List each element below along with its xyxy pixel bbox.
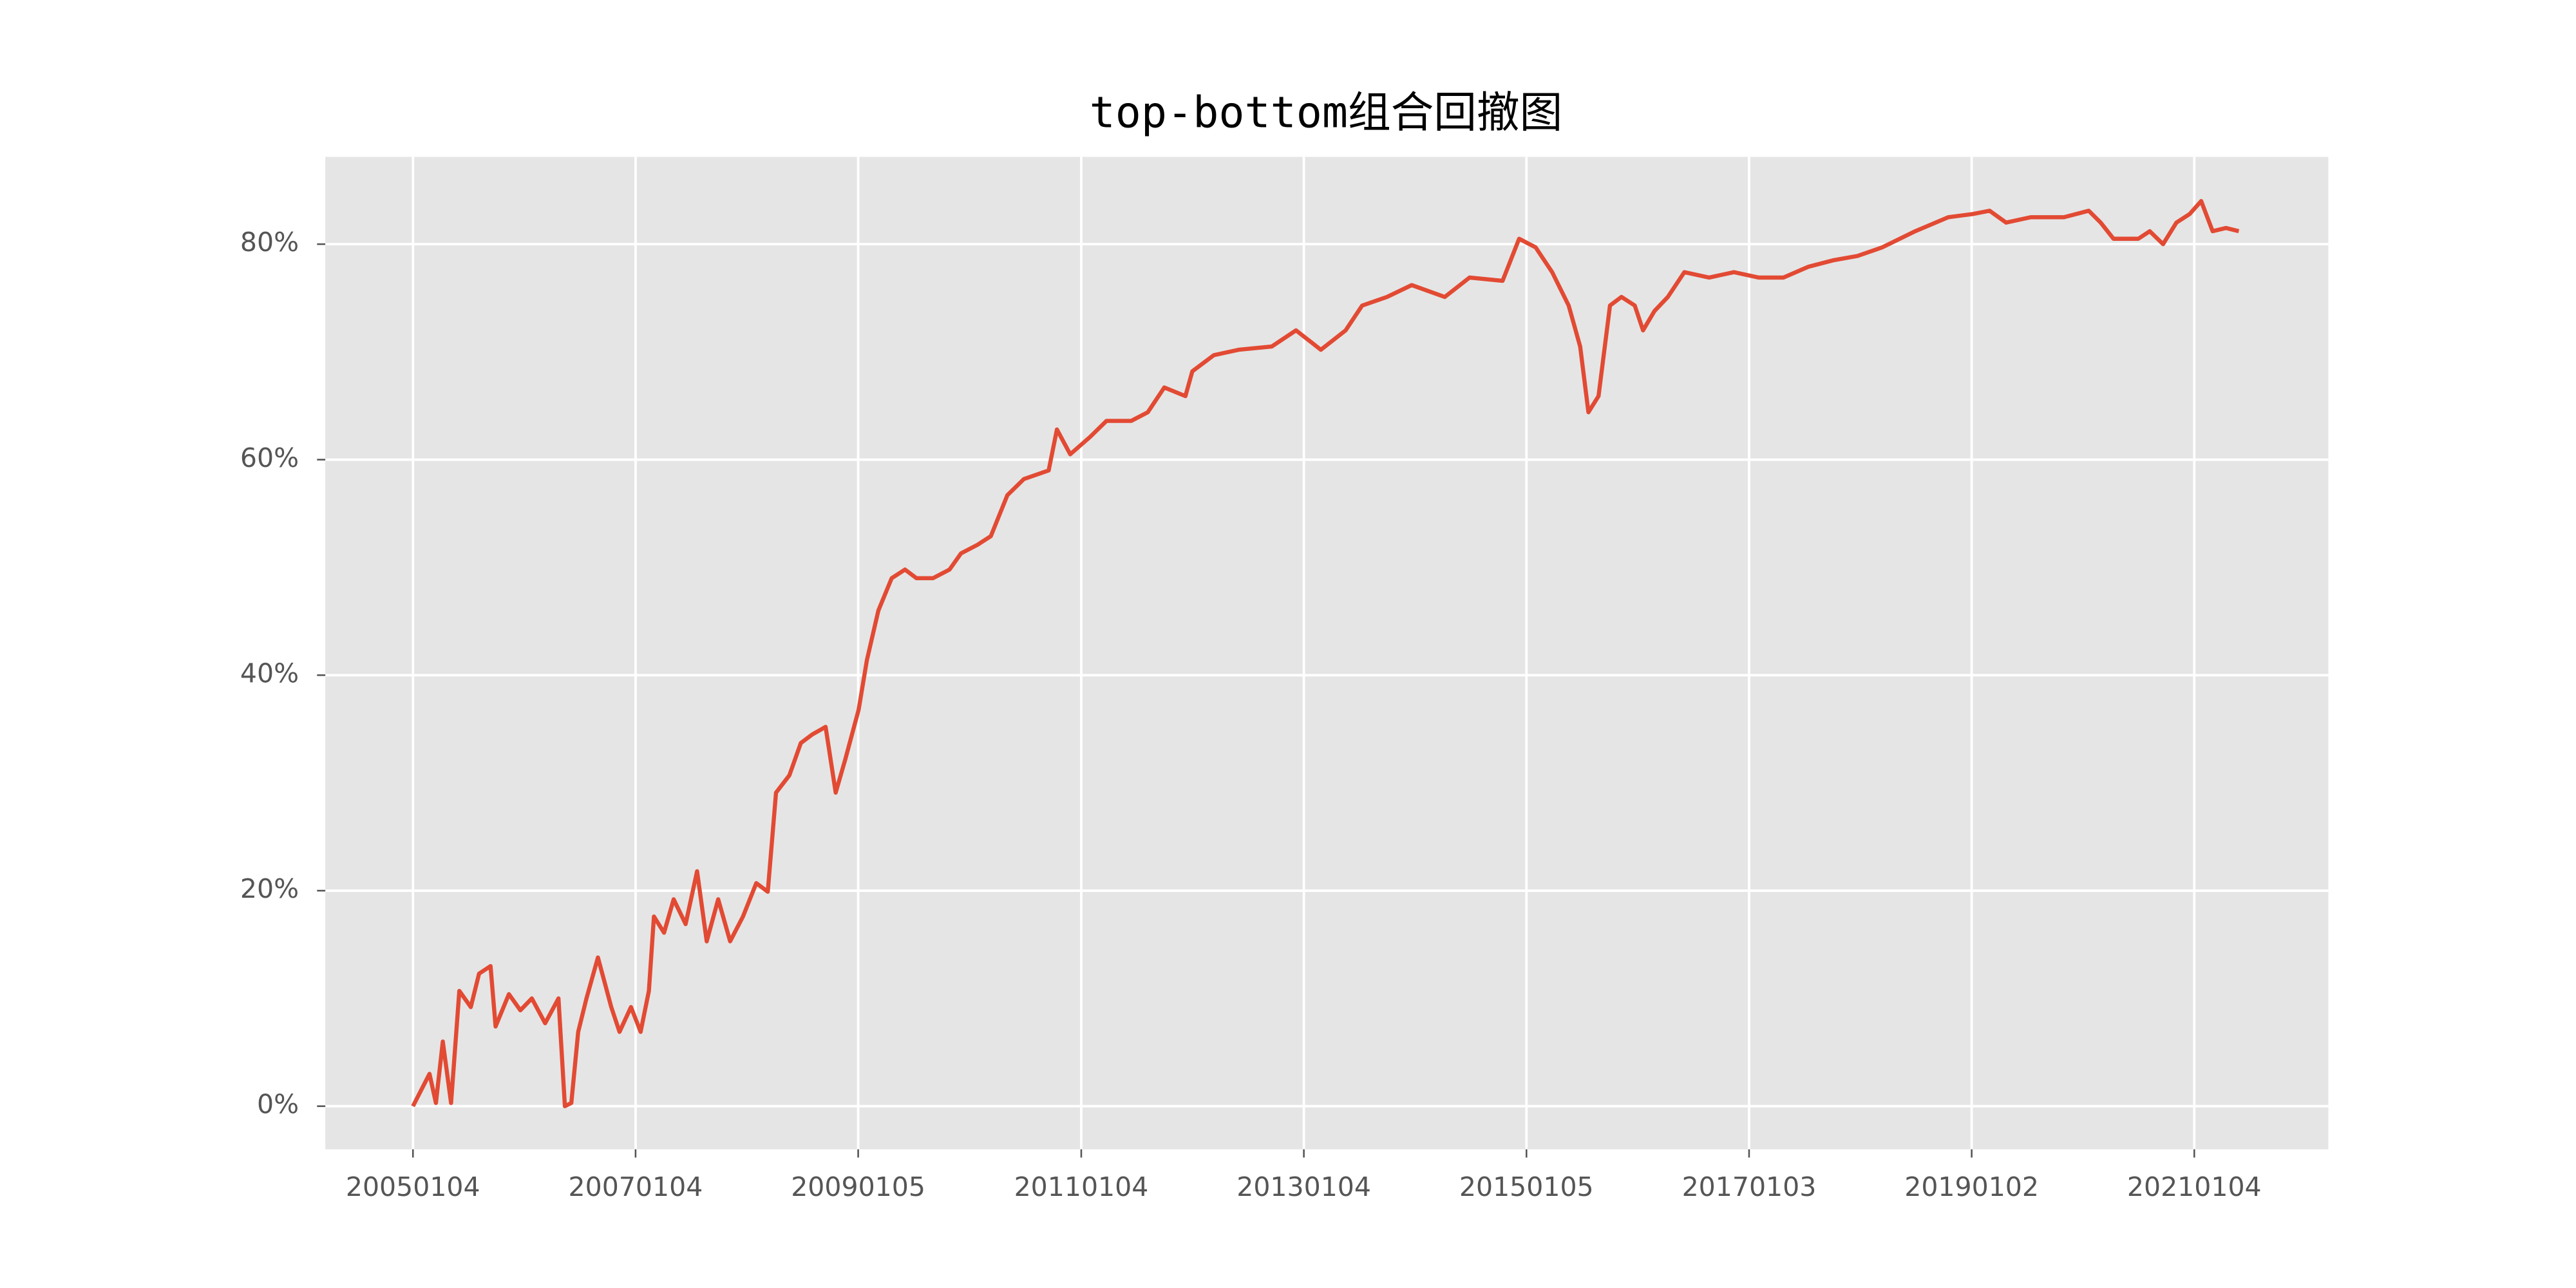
y-tick-label: 40% [240, 658, 299, 688]
x-tick-label: 20050104 [346, 1171, 480, 1202]
y-tick-label: 60% [240, 442, 299, 473]
x-tick-label: 20150105 [1459, 1171, 1594, 1202]
x-tick-label: 20090105 [791, 1171, 925, 1202]
x-tick-label: 20130104 [1236, 1171, 1371, 1202]
series-line [411, 198, 2240, 1108]
y-tick-label: 80% [240, 227, 299, 258]
x-tick-label: 20170103 [1682, 1171, 1817, 1202]
chart-title: top-bottom组合回撤图 [1090, 88, 1563, 138]
x-tick-label: 20210104 [2127, 1171, 2262, 1202]
x-tick-label: 20190102 [1904, 1171, 2039, 1202]
y-tick-label: 0% [257, 1089, 299, 1120]
x-tick-label: 20070104 [569, 1171, 703, 1202]
x-tick-label: 20110104 [1014, 1171, 1149, 1202]
plot-area [325, 156, 2329, 1150]
y-tick-label: 20% [240, 873, 299, 904]
